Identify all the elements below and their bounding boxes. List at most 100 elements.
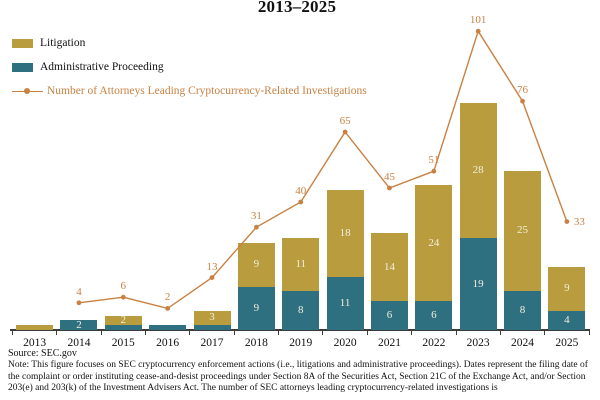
bar-segment-admin-2024: 8 — [504, 291, 542, 330]
axis-tick — [144, 330, 146, 335]
figure-footer: Source: SEC.gov Note: This figure focuse… — [8, 348, 590, 395]
bar-value-label: 4 — [564, 313, 570, 326]
bar-value-label: 25 — [517, 224, 529, 237]
bar-segment-litigation-2022: 24 — [415, 185, 453, 301]
bar-segment-litigation-2015: 2 — [104, 313, 142, 326]
axis-tick — [322, 330, 324, 335]
x-axis-label-2018: 2018 — [244, 337, 268, 349]
bar-segment-admin-2020: 11 — [326, 276, 364, 330]
axis-tick — [411, 330, 413, 335]
line-point-2019 — [298, 199, 304, 205]
line-value-label-2025: 33 — [573, 215, 585, 228]
bar-value-label: 2 — [76, 318, 82, 331]
bar-value-label: 2 — [120, 313, 127, 326]
x-axis-label-2024: 2024 — [511, 337, 535, 349]
bar-segment-admin-2018: 9 — [237, 286, 275, 330]
x-axis-label-2014: 2014 — [67, 337, 91, 349]
x-axis-label-2019: 2019 — [289, 337, 313, 349]
line-point-2015 — [120, 294, 126, 300]
bar-segment-admin-2023: 19 — [459, 238, 497, 330]
bar-segment-admin-2021: 6 — [370, 301, 408, 330]
bar-segment-litigation-2024: 25 — [504, 170, 542, 292]
bar-value-label: 6 — [431, 309, 437, 321]
x-axis-label-2023: 2023 — [466, 337, 490, 349]
x-axis-label-2025: 2025 — [555, 337, 579, 349]
bar-value-label: 11 — [295, 258, 307, 271]
bar-value-label: 11 — [339, 296, 351, 309]
bar-segment-admin-2015 — [104, 325, 142, 330]
bar-value-label: 8 — [519, 304, 526, 317]
line-value-label-2024: 76 — [517, 84, 529, 97]
axis-tick — [11, 330, 13, 335]
line-value-label-2016: 2 — [164, 291, 171, 304]
bar-value-label: 24 — [428, 236, 440, 249]
line-point-2023 — [475, 28, 481, 34]
line-value-label-2015: 6 — [120, 280, 127, 293]
bar-segment-admin-2017 — [193, 325, 231, 330]
line-point-2017 — [209, 275, 215, 280]
figure-note: Note: This figure focuses on SEC cryptoc… — [8, 360, 588, 394]
line-value-label-2020: 65 — [339, 115, 351, 127]
bar-value-label: 9 — [253, 258, 260, 271]
axis-tick — [100, 330, 102, 335]
bar-value-label: 3 — [209, 311, 215, 324]
line-value-label-2018: 31 — [250, 210, 262, 223]
bar-segment-litigation-2019: 11 — [282, 238, 320, 292]
bar-value-label: 19 — [472, 277, 484, 290]
bar-segment-litigation-2025: 9 — [548, 267, 586, 311]
bar-segment-admin-2019: 8 — [282, 291, 320, 330]
legend-item-litigation: Litigation — [12, 36, 367, 50]
line-point-2014 — [76, 300, 82, 306]
x-axis-label-2015: 2015 — [111, 337, 135, 349]
source-note: Source: SEC.gov — [8, 348, 77, 359]
x-axis-label-2013: 2013 — [23, 337, 47, 349]
litigation-swatch-icon — [12, 38, 33, 48]
bar-value-label: 6 — [386, 309, 393, 321]
bar-value-label: 18 — [339, 226, 351, 239]
axis-tick — [499, 330, 501, 335]
x-axis-label-2021: 2021 — [377, 337, 401, 349]
bar-segment-admin-2014: 2 — [60, 318, 98, 331]
x-axis-label-2016: 2016 — [156, 337, 180, 349]
bar-segment-litigation-2020: 18 — [326, 189, 364, 277]
line-point-2020 — [342, 129, 348, 135]
bar-value-label: 9 — [253, 301, 260, 314]
legend-label-litigation: Litigation — [40, 37, 86, 49]
bar-segment-litigation-2013 — [16, 325, 54, 330]
line-point-2022 — [431, 168, 437, 174]
line-value-label-2022: 51 — [428, 154, 440, 167]
x-axis-label-2022: 2022 — [422, 337, 446, 349]
axis-tick — [278, 330, 280, 335]
axis-tick — [189, 330, 191, 335]
axis-tick — [588, 330, 590, 335]
axis-tick — [366, 330, 368, 335]
line-value-label-2021: 45 — [383, 171, 395, 183]
line-value-label-2019: 40 — [295, 185, 307, 197]
line-point-2018 — [253, 224, 259, 230]
axis-tick — [233, 330, 235, 335]
line-point-2016 — [165, 306, 171, 311]
line-point-2021 — [387, 185, 392, 191]
x-axis-label-2017: 2017 — [200, 337, 224, 349]
bar-segment-litigation-2021: 14 — [370, 233, 408, 301]
axis-tick — [544, 330, 546, 335]
line-value-label-2017: 13 — [206, 260, 218, 273]
line-marker-icon — [12, 87, 43, 96]
bar-segment-admin-2025: 4 — [548, 310, 586, 330]
line-point-2025 — [564, 219, 570, 225]
bar-value-label: 9 — [564, 282, 570, 295]
bar-segment-litigation-2017: 3 — [193, 310, 231, 326]
bar-value-label: 28 — [472, 164, 484, 177]
bar-value-label: 8 — [297, 304, 304, 317]
bar-segment-litigation-2023: 28 — [459, 102, 497, 239]
admin-proceeding-swatch-icon — [12, 62, 33, 72]
line-point-2024 — [520, 98, 525, 104]
chart-title: 2013–2025 — [257, 0, 337, 16]
bar-value-label: 14 — [383, 260, 395, 273]
x-axis-label-2020: 2020 — [333, 337, 357, 349]
axis-tick — [455, 330, 457, 335]
line-value-label-2014: 4 — [76, 285, 82, 298]
axis-tick — [56, 330, 58, 335]
bar-segment-admin-2016 — [149, 325, 187, 330]
